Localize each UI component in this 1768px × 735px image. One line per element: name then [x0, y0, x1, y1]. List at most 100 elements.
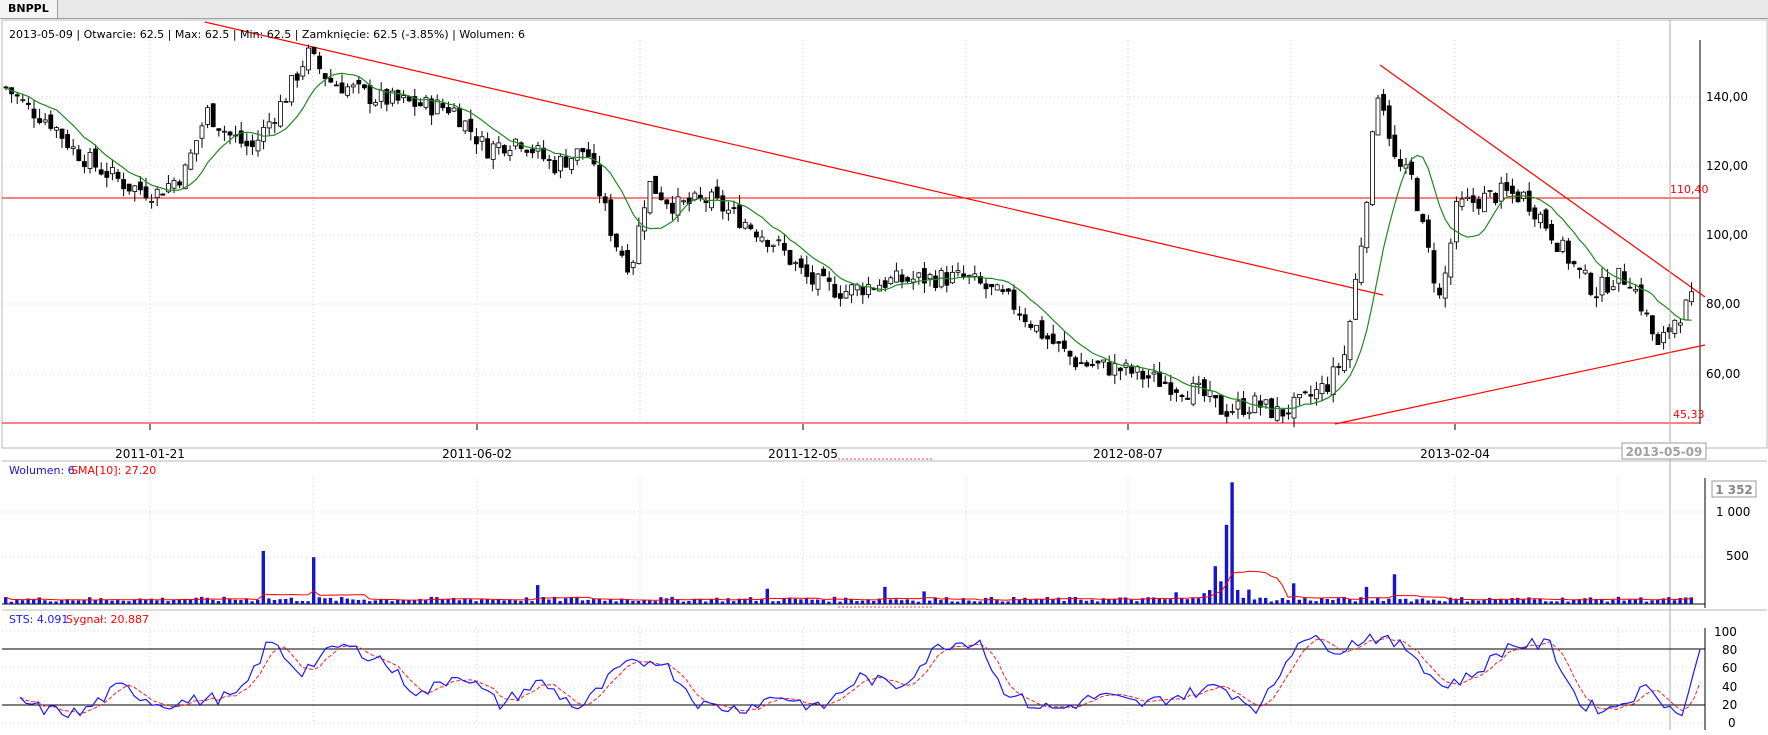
candle	[860, 286, 866, 296]
volume-bar	[1376, 597, 1380, 604]
volume-bar	[1152, 597, 1156, 604]
trend-line-long-down[interactable]	[204, 21, 1384, 296]
candle	[350, 84, 356, 88]
volume-bar	[4, 597, 8, 604]
candle	[1386, 105, 1392, 139]
candle	[1532, 207, 1538, 220]
candle	[1190, 382, 1196, 405]
candle	[1487, 190, 1493, 192]
candle	[1566, 240, 1571, 264]
volume-bar	[1000, 601, 1005, 604]
candle	[882, 280, 888, 288]
candle	[1571, 261, 1577, 265]
candle	[462, 120, 468, 132]
candle	[787, 250, 793, 265]
volume-bar	[1196, 598, 1201, 604]
candle	[810, 272, 815, 285]
candle	[1162, 381, 1168, 384]
candle	[782, 243, 787, 251]
candle	[541, 147, 546, 160]
volume-bar	[1185, 599, 1189, 604]
candle	[888, 277, 894, 285]
candle	[742, 222, 748, 229]
volume-bar	[1622, 600, 1626, 604]
candle	[98, 169, 104, 175]
candle	[221, 130, 227, 133]
volume-bar	[1387, 598, 1391, 604]
volume-bar	[384, 598, 389, 604]
candle	[1039, 320, 1045, 339]
candle	[1543, 209, 1549, 229]
candle	[479, 136, 485, 142]
volume-bar	[1493, 600, 1497, 604]
candle	[1398, 158, 1403, 167]
volume-bar	[1286, 600, 1290, 604]
candle	[1610, 286, 1616, 290]
candle	[1605, 277, 1610, 293]
trend-line-support-up[interactable]	[1334, 344, 1706, 425]
candle	[793, 262, 798, 265]
candle	[104, 171, 110, 178]
volume-bar	[1471, 600, 1475, 604]
candle	[384, 88, 390, 105]
candle	[1213, 395, 1218, 399]
current-date-box	[1621, 442, 1707, 460]
candle	[1056, 341, 1062, 344]
sts-panel: STS: 4.091 Sygnał: 20.887 100 80 60 40 2…	[2, 609, 1767, 730]
volume-bar	[911, 600, 915, 604]
volume-bar	[37, 597, 41, 604]
volume-bar	[984, 597, 988, 604]
volume-bar	[435, 597, 439, 604]
volume-bar	[1521, 599, 1525, 604]
candle	[193, 140, 199, 155]
volume-bar	[351, 599, 355, 604]
candle	[1644, 312, 1650, 315]
volume-bar	[967, 600, 971, 604]
volume-bar	[1051, 599, 1055, 604]
volume-bar	[155, 600, 159, 604]
candle	[1454, 200, 1459, 243]
volume-bar	[194, 597, 198, 604]
volume-bar	[250, 601, 254, 604]
volume-bar	[1476, 600, 1481, 604]
volume-bar	[1140, 598, 1145, 604]
volume-bar	[1628, 599, 1632, 604]
volume-bar	[1616, 596, 1621, 604]
candle	[132, 185, 138, 192]
candle	[440, 103, 446, 109]
volume-bar	[1023, 597, 1027, 604]
volume-bar	[894, 599, 898, 604]
volume-bar	[1672, 600, 1677, 604]
candle	[373, 102, 379, 106]
volume-bar	[1404, 598, 1408, 604]
volume-bar	[1611, 599, 1615, 604]
volume-bar	[172, 600, 176, 604]
candle	[1470, 195, 1476, 203]
sts-tick: 40	[1722, 680, 1737, 694]
current-date-label: 2013-05-09	[1626, 445, 1703, 459]
candle	[1577, 267, 1582, 270]
candle	[748, 224, 754, 230]
candle	[1381, 94, 1386, 111]
tab-bnppl[interactable]: BNPPL	[0, 0, 58, 18]
volume-bar	[849, 599, 853, 604]
candle	[255, 139, 261, 152]
volume-bar	[20, 600, 25, 604]
volume-bar	[872, 601, 876, 604]
candle	[31, 108, 37, 119]
volume-bar	[127, 601, 131, 604]
volume-bar	[799, 599, 803, 604]
volume-bar	[9, 601, 13, 604]
volume-bar	[524, 597, 529, 604]
volume-bar	[995, 600, 999, 604]
trend-line-short-down[interactable]	[1379, 64, 1706, 298]
price-sma-line	[5, 72, 1692, 410]
candle	[1554, 242, 1560, 252]
candle	[994, 284, 1000, 291]
candle	[165, 183, 171, 193]
candle	[1218, 394, 1224, 415]
volume-bar	[928, 600, 932, 604]
volume-bar	[1504, 599, 1509, 604]
